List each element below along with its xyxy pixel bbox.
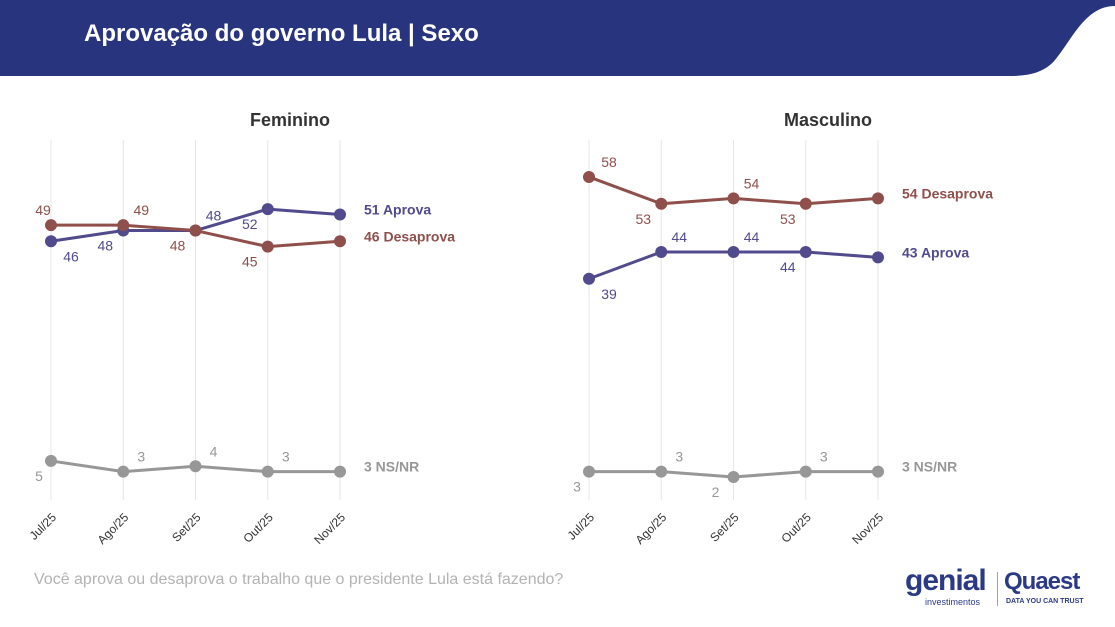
data-point-masculino-desaprova-2 [727,192,740,205]
genial-logo: genial investimentos [905,564,995,608]
data-label-feminino-desaprova-2: 48 [170,238,186,254]
x-tick-label-feminino-0: Jul/25 [27,510,60,543]
data-label-feminino-aprova-0: 46 [63,248,79,264]
data-point-feminino-nsnr-2 [189,460,202,473]
data-label-feminino-desaprova-0: 49 [35,202,51,218]
x-tick-label-feminino-2: Set/25 [169,510,204,545]
data-point-feminino-nsnr-0 [45,454,57,467]
end-label-feminino-desaprova: 46 Desaprova [364,228,455,244]
data-label-masculino-nsnr-0: 3 [573,479,581,495]
data-label-masculino-aprova-2: 44 [744,229,760,245]
data-label-feminino-desaprova-3: 45 [242,254,258,270]
data-point-masculino-desaprova-3 [799,197,812,210]
end-label-feminino-nsnr: 3 NS/NR [364,459,419,475]
data-point-feminino-aprova-4 [334,208,346,221]
data-point-masculino-aprova-3 [799,245,812,258]
end-label-feminino-aprova: 51 Aprova [364,201,431,217]
data-label-feminino-desaprova-1: 49 [133,202,149,218]
logo-divider [997,572,998,606]
data-label-feminino-nsnr-3: 3 [282,449,290,465]
charts-area: Feminino Jul/25 Ago/25 Set/25 Out/25 Nov/25 46… [27,110,994,547]
data-point-feminino-aprova-0 [45,235,57,248]
data-label-feminino-nsnr-2: 4 [210,443,218,459]
end-label-masculino-aprova: 43 Aprova [902,244,969,260]
chart-title-feminino: Feminino [250,110,330,130]
data-label-masculino-desaprova-0: 58 [601,154,617,170]
data-point-feminino-desaprova-3 [261,240,274,253]
data-point-feminino-nsnr-1 [117,465,130,478]
x-tick-label-feminino-4: Nov/25 [311,510,348,547]
end-label-masculino-desaprova: 54 Desaprova [902,185,993,201]
x-tick-label-masculino-2: Set/25 [707,510,742,545]
x-tick-label-masculino-0: Jul/25 [565,510,598,543]
data-label-feminino-nsnr-0: 5 [35,468,43,484]
data-label-feminino-aprova-3: 52 [242,216,258,232]
data-point-masculino-nsnr-3 [799,465,812,478]
data-point-masculino-nsnr-0 [583,465,595,478]
data-label-masculino-desaprova-2: 54 [744,175,760,191]
data-point-masculino-nsnr-1 [655,465,668,478]
quaest-logo-text: Quaest [1004,568,1080,595]
data-label-masculino-aprova-1: 44 [671,229,687,245]
data-point-masculino-aprova-2 [727,245,740,258]
data-point-feminino-desaprova-2 [189,224,202,237]
header-banner: Aprovação do governo Lula | Sexo [0,0,1115,76]
data-point-masculino-aprova-0 [583,272,595,285]
x-tick-label-feminino-1: Ago/25 [95,510,132,547]
header-shape [0,0,1115,76]
survey-question: Você aprova ou desaprova o trabalho que … [34,571,564,588]
chart-title-masculino: Masculino [784,110,872,130]
data-label-masculino-nsnr-1: 3 [675,449,683,465]
data-point-masculino-nsnr-4 [872,465,884,478]
x-tick-label-masculino-1: Ago/25 [633,510,670,547]
data-point-masculino-nsnr-2 [727,471,740,483]
data-label-masculino-desaprova-3: 53 [780,211,796,227]
x-tick-label-masculino-3: Out/25 [778,510,814,546]
data-label-masculino-desaprova-1: 53 [635,211,651,227]
data-point-feminino-aprova-3 [261,203,274,216]
quaest-logo: Quaest DATA YOU CAN TRUST [1004,568,1094,608]
data-label-masculino-nsnr-3: 3 [820,449,828,465]
data-label-feminino-aprova-1: 48 [97,238,113,254]
page-title: Aprovação do governo Lula | Sexo [84,20,479,47]
data-label-feminino-aprova-2: 48 [206,208,222,224]
x-tick-label-feminino-3: Out/25 [240,510,276,546]
data-label-masculino-aprova-0: 39 [601,286,617,302]
header-background [0,0,1115,76]
data-point-masculino-desaprova-4 [872,192,884,205]
quaest-logo-subtext: DATA YOU CAN TRUST [1006,598,1084,605]
data-point-feminino-desaprova-1 [117,219,130,232]
data-point-masculino-desaprova-0 [583,170,595,183]
x-tick-label-masculino-4: Nov/25 [849,510,886,547]
data-point-masculino-aprova-4 [872,251,884,264]
data-point-feminino-nsnr-3 [261,465,274,478]
data-point-feminino-nsnr-4 [334,465,346,478]
data-label-masculino-nsnr-2: 2 [712,484,720,500]
genial-logo-subtext: investimentos [925,597,981,607]
data-label-masculino-aprova-3: 44 [780,259,796,275]
data-label-feminino-nsnr-1: 3 [137,449,145,465]
data-point-masculino-aprova-1 [655,245,668,258]
data-point-masculino-desaprova-1 [655,197,668,210]
genial-logo-text: genial [905,564,987,597]
end-label-masculino-nsnr: 3 NS/NR [902,459,957,475]
data-point-feminino-desaprova-0 [45,219,57,232]
data-point-feminino-desaprova-4 [334,235,346,248]
